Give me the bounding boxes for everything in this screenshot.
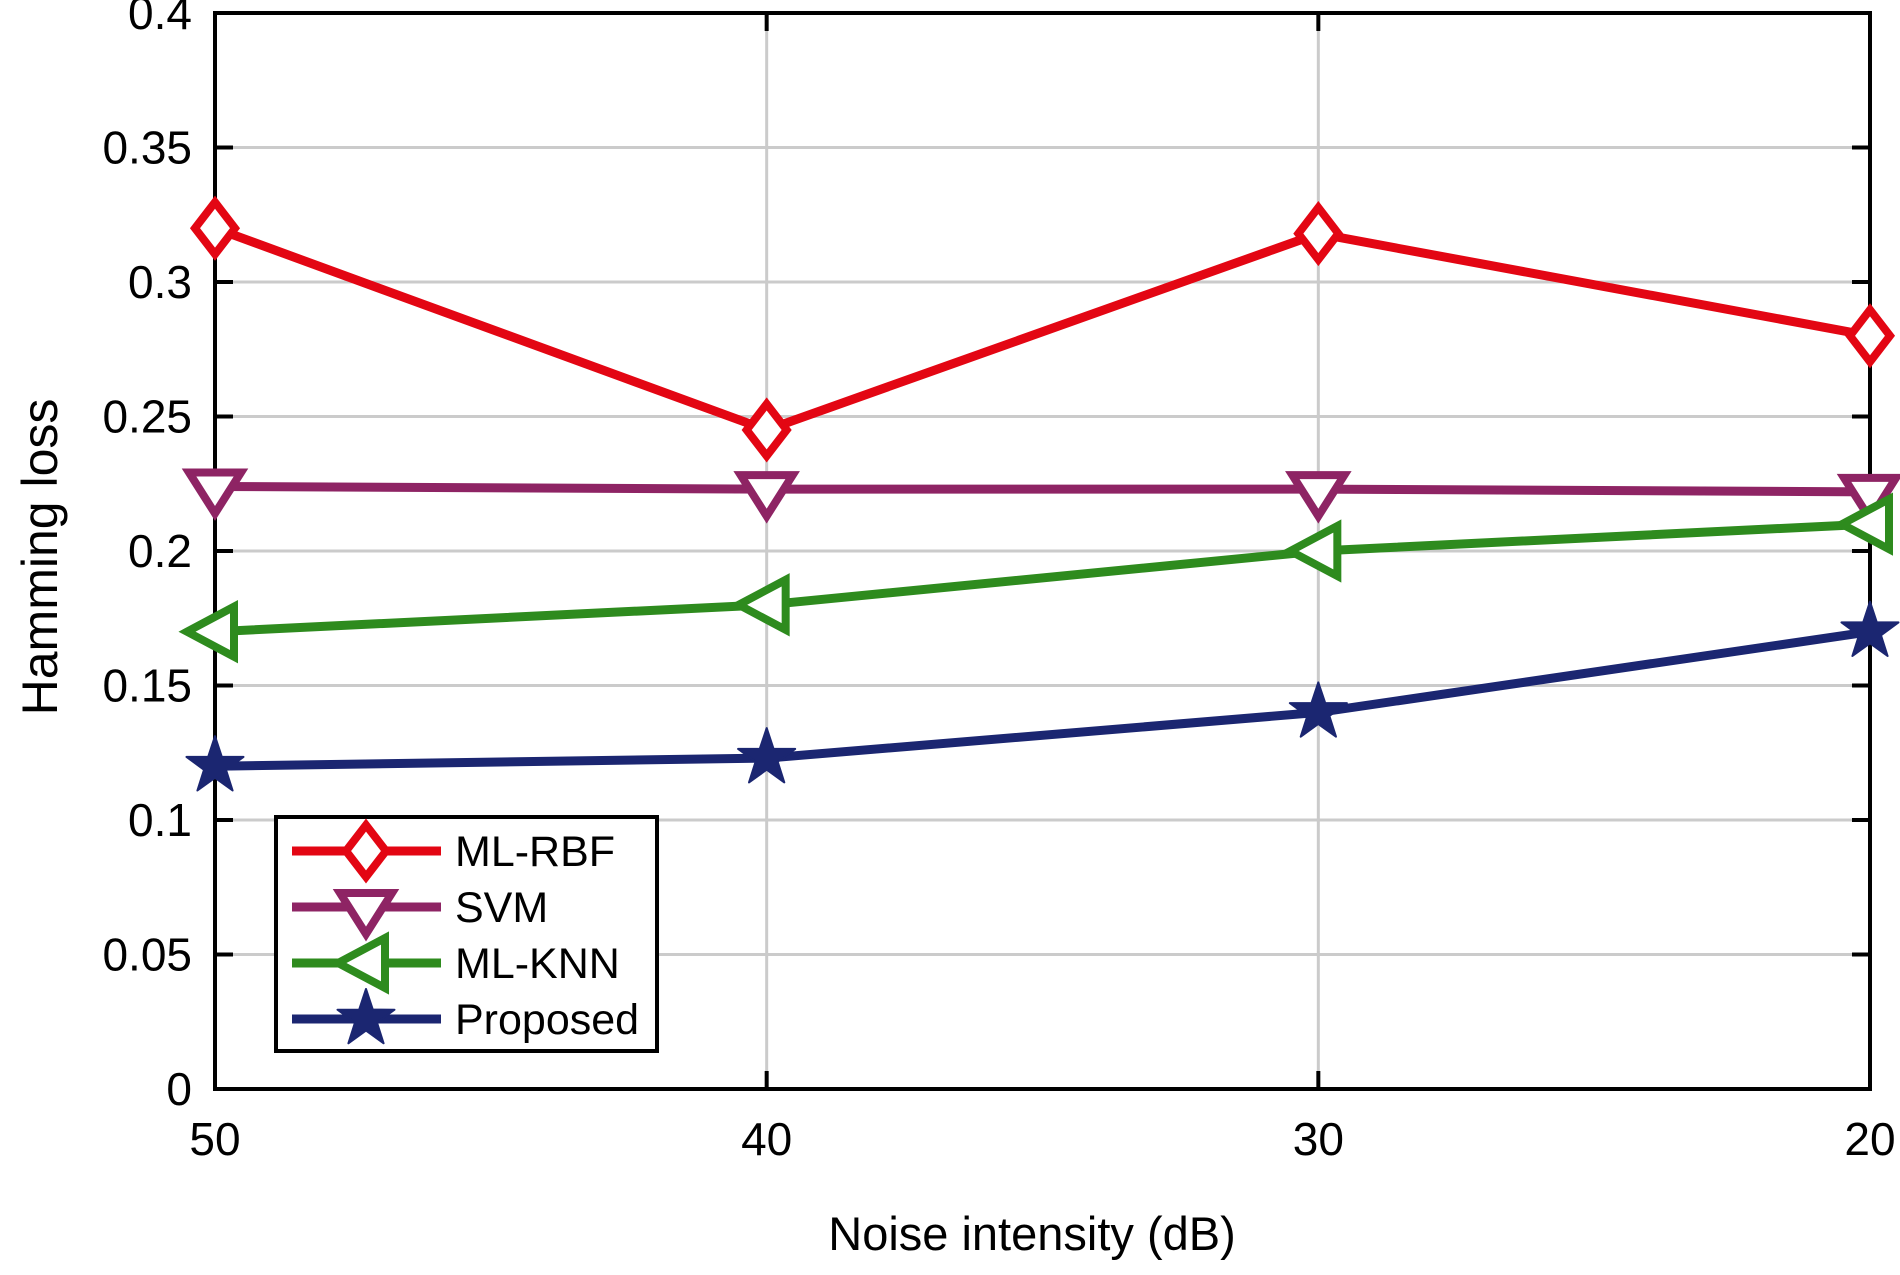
triangle-down-marker: [181, 468, 249, 521]
diamond-marker: [189, 195, 241, 261]
star-marker: [1840, 600, 1900, 657]
y-tick-label: 0.2: [128, 525, 192, 577]
y-tick-label: 0.05: [102, 929, 192, 981]
diamond-marker: [1293, 201, 1344, 267]
star-marker: [737, 727, 797, 784]
data-series: [178, 195, 1900, 792]
x-tick-label: 30: [1293, 1113, 1344, 1165]
triangle-down-marker: [332, 889, 400, 942]
series-svm: [181, 468, 1900, 527]
triangle-left-marker: [329, 931, 389, 995]
y-tick-label: 0.35: [102, 122, 192, 174]
series-line: [214, 519, 1871, 637]
legend-label: Proposed: [455, 996, 639, 1044]
legend-entry-ml-rbf: ML-RBF: [292, 818, 615, 884]
x-tick-label: 40: [741, 1113, 792, 1165]
legend-entry-ml-knn: ML-KNN: [292, 931, 620, 995]
legend-entry-proposed: Proposed: [292, 988, 639, 1045]
x-tick-label: 20: [1844, 1113, 1895, 1165]
triangle-down-marker: [1285, 471, 1352, 524]
series-line: [213, 223, 1871, 435]
star-marker: [1288, 681, 1348, 738]
diamond-marker: [741, 397, 792, 463]
series-line: [214, 627, 1871, 771]
legend-label: ML-RBF: [455, 828, 615, 876]
y-axis-title: Hamming loss: [12, 399, 68, 716]
y-tick-label: 0.25: [102, 391, 192, 443]
x-axis-title: Noise intensity (dB): [828, 1207, 1236, 1260]
star-marker: [336, 988, 396, 1045]
triangle-left-marker: [730, 573, 790, 637]
triangle-left-marker: [178, 600, 238, 664]
legend: ML-RBF SVM ML-KNN Proposed: [274, 815, 659, 1053]
series-ml-knn: [178, 492, 1893, 664]
legend-label: SVM: [455, 884, 548, 932]
star-marker: [185, 735, 245, 792]
diamond-marker: [1844, 303, 1896, 369]
series-proposed: [185, 600, 1900, 792]
diamond-marker: [340, 818, 392, 884]
legend-entry-svm: SVM: [292, 884, 548, 942]
y-tick-label: 0.3: [128, 256, 192, 308]
y-tick-label: 0: [166, 1063, 192, 1115]
x-tick-label: 50: [189, 1113, 240, 1165]
y-tick-label: 0.4: [128, 0, 192, 39]
axis-ticks: [213, 11, 1872, 1091]
y-tick-label: 0.15: [102, 660, 192, 712]
triangle-down-marker: [733, 471, 800, 524]
triangle-left-marker: [1833, 492, 1893, 556]
legend-label: ML-KNN: [455, 940, 620, 988]
x-tick-labels: 50 40 30 20: [189, 1113, 1895, 1165]
y-tick-label: 0.1: [128, 794, 192, 846]
triangle-left-marker: [1281, 519, 1342, 583]
y-tick-labels: 0 0.05 0.1 0.15 0.2 0.25 0.3 0.35 0.4: [102, 0, 192, 1115]
series-line: [214, 481, 1871, 497]
series-ml-rbf: [189, 195, 1896, 463]
